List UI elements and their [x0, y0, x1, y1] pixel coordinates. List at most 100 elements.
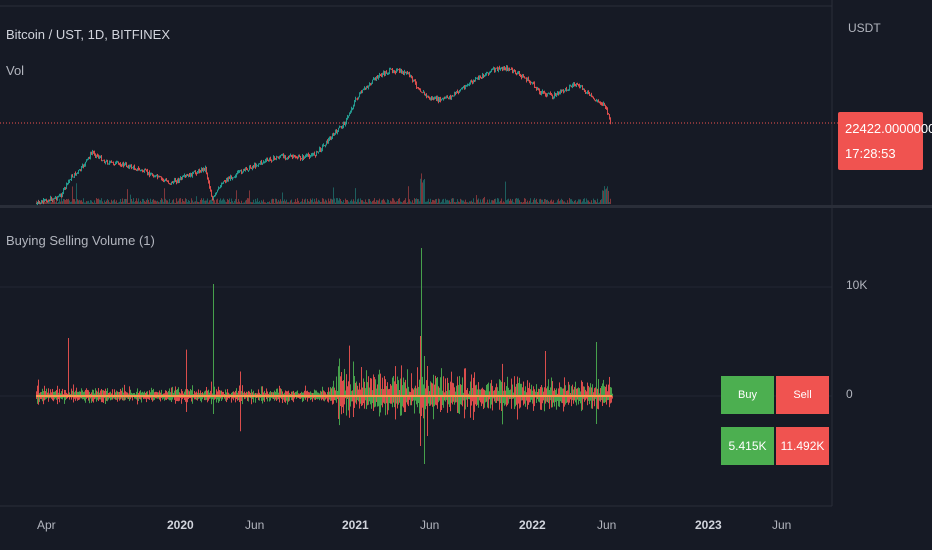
buy-sell-volume-bar — [502, 396, 503, 425]
buy-sell-volume-bar — [326, 396, 327, 399]
volume-bar — [367, 202, 368, 204]
price-candle — [560, 89, 561, 95]
volume-bar — [336, 198, 337, 204]
buy-sell-volume-bar — [226, 392, 227, 396]
indicator-legend-label[interactable]: Buying Selling Volume (1) — [6, 233, 155, 248]
volume-bar — [337, 198, 338, 204]
buy-sell-volume-bar — [507, 396, 508, 406]
volume-legend-label[interactable]: Vol — [6, 63, 25, 78]
buy-sell-volume-bar — [565, 396, 566, 405]
price-candle — [396, 68, 397, 74]
buy-sell-volume-bar — [280, 396, 281, 399]
buy-sell-volume-bar — [131, 392, 132, 396]
buy-sell-volume-bar — [156, 396, 157, 399]
volume-bar — [180, 198, 181, 204]
volume-bar — [449, 200, 450, 204]
volume-bar — [50, 202, 51, 204]
buy-sell-volume-bar — [170, 392, 171, 396]
volume-bar — [134, 202, 135, 204]
price-candle — [233, 177, 234, 179]
buy-sell-volume-bar — [80, 391, 81, 396]
price-candle — [243, 168, 244, 173]
price-candle — [57, 196, 58, 201]
price-candle — [588, 90, 589, 95]
buy-sell-volume-bar — [424, 396, 425, 464]
price-candle — [282, 153, 283, 156]
price-candle — [499, 65, 500, 70]
buy-sell-volume-bar — [520, 383, 521, 396]
price-candle — [56, 196, 57, 201]
buy-sell-volume-bar — [36, 396, 37, 399]
volume-bar — [604, 186, 605, 204]
price-candle — [101, 155, 102, 162]
buy-sell-volume-bar — [565, 385, 566, 396]
price-candle — [329, 136, 330, 142]
volume-bar — [351, 199, 352, 204]
buy-sell-volume-bar — [159, 390, 160, 396]
buy-sell-volume-bar — [400, 396, 401, 416]
buy-sell-volume-bar — [54, 396, 55, 400]
buy-sell-volume-bar — [232, 396, 233, 399]
volume-bar — [420, 178, 421, 204]
buy-sell-volume-bar — [206, 386, 207, 396]
buy-sell-volume-bar — [166, 390, 167, 396]
buy-sell-volume-bar — [366, 370, 367, 396]
price-candle — [336, 129, 337, 134]
buy-sell-volume-bar — [462, 396, 463, 407]
buy-sell-volume-bar — [78, 396, 79, 401]
buy-sell-volume-bar — [381, 396, 382, 406]
buy-sell-volume-bar — [392, 377, 393, 396]
volume-bar — [590, 202, 591, 204]
price-candle — [401, 68, 402, 74]
buy-sell-volume-bar — [405, 396, 406, 413]
price-candle — [366, 85, 367, 90]
volume-bar — [181, 202, 182, 204]
buy-sell-volume-bar — [307, 396, 308, 402]
price-candle — [219, 187, 220, 189]
price-scale-currency[interactable]: USDT — [848, 21, 881, 35]
price-candle — [494, 67, 495, 73]
price-candle — [222, 182, 223, 185]
price-candle — [70, 179, 71, 181]
buy-sell-volume-bar — [243, 392, 244, 396]
buy-sell-volume-bar — [548, 396, 549, 404]
buy-sell-volume-bar — [500, 380, 501, 396]
price-candle — [109, 160, 110, 165]
volume-bar — [145, 201, 146, 204]
price-candle — [495, 67, 496, 73]
last-price-value: 22422.00000000 — [845, 121, 932, 136]
buy-sell-volume-bar — [408, 396, 409, 407]
buy-sell-volume-bar — [327, 396, 328, 402]
buy-sell-volume-bar — [314, 396, 315, 400]
volume-bar — [315, 201, 316, 204]
buy-sell-volume-bar — [388, 389, 389, 396]
pane-separator[interactable] — [0, 205, 932, 208]
price-candle — [236, 173, 237, 178]
volume-bar — [538, 202, 539, 204]
volume-bar — [340, 199, 341, 204]
price-candle — [536, 86, 537, 91]
volume-bar — [307, 199, 308, 204]
volume-bar — [543, 201, 544, 204]
price-candle — [585, 90, 586, 94]
price-candle — [269, 157, 270, 162]
buy-sell-volume-bar — [136, 391, 137, 396]
buy-sell-volume-bar — [371, 396, 372, 409]
buy-sell-volume-bar — [293, 390, 294, 396]
buy-sell-volume-bar — [141, 392, 142, 396]
buy-sell-volume-bar — [277, 388, 278, 396]
buy-sell-volume-bar — [168, 396, 169, 400]
buy-sell-volume-bar — [233, 396, 234, 401]
buy-sell-volume-bar — [439, 396, 440, 401]
buy-sell-volume-bar — [258, 396, 259, 401]
volume-bar — [219, 200, 220, 204]
buy-sell-volume-bar — [251, 396, 252, 405]
buy-sell-volume-bar — [414, 387, 415, 396]
volume-bar — [95, 202, 96, 204]
buy-sell-volume-bar — [450, 396, 451, 412]
chart-title[interactable]: Bitcoin / UST, 1D, BITFINEX — [6, 27, 170, 42]
buy-sell-volume-bar — [560, 386, 561, 396]
volume-bar — [509, 200, 510, 204]
buy-sell-volume-bar — [546, 388, 547, 396]
